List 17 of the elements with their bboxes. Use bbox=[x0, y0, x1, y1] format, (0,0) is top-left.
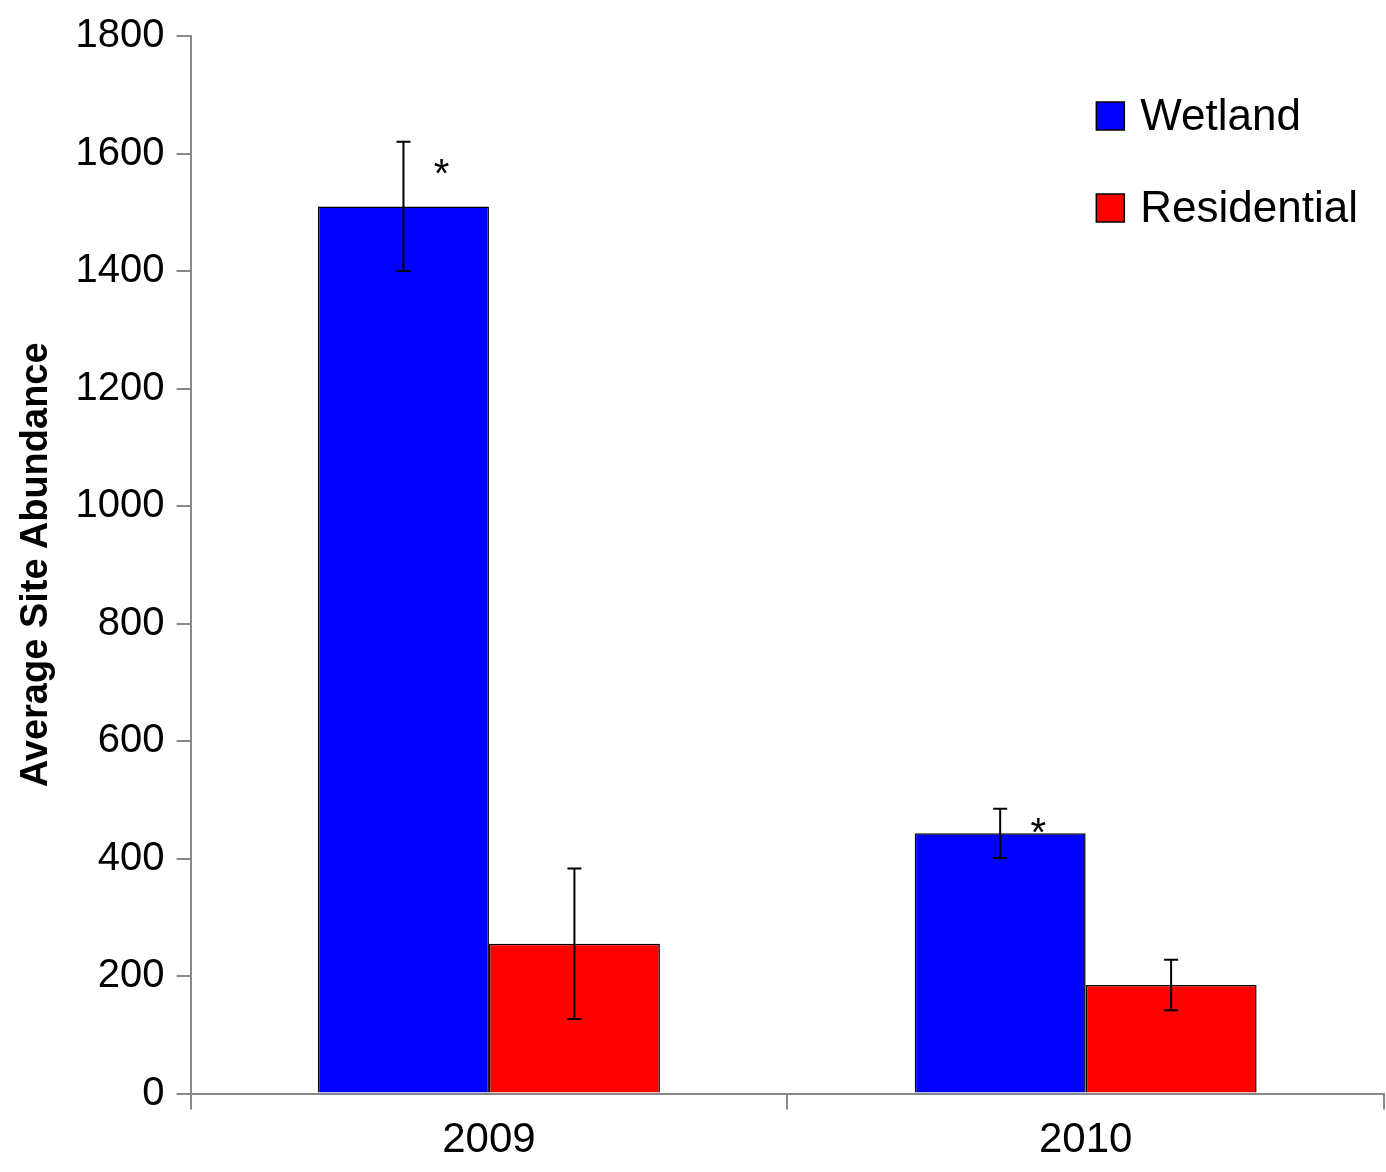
y-tick-label: 0 bbox=[142, 1068, 165, 1113]
y-axis-title: Average Site Abundance bbox=[13, 342, 56, 788]
annotation: * bbox=[433, 151, 450, 196]
y-tick-label: 800 bbox=[97, 598, 165, 643]
x-tick-label: 2010 bbox=[1038, 1114, 1133, 1162]
y-tick-label: 400 bbox=[97, 833, 165, 878]
legend-label: Residential bbox=[1140, 182, 1359, 232]
y-tick-label: 1200 bbox=[75, 363, 165, 408]
y-tick-label: 200 bbox=[97, 951, 165, 996]
y-tick-label: 1600 bbox=[75, 128, 165, 173]
legend-label: Wetland bbox=[1140, 90, 1301, 140]
x-tick-label: 2009 bbox=[442, 1114, 536, 1162]
y-tick-label: 1400 bbox=[75, 246, 165, 291]
y-tick-label: 600 bbox=[97, 716, 165, 761]
y-tick-label: 1000 bbox=[75, 481, 165, 526]
annotation: * bbox=[1030, 809, 1046, 854]
y-tick-label: 1800 bbox=[75, 11, 165, 56]
